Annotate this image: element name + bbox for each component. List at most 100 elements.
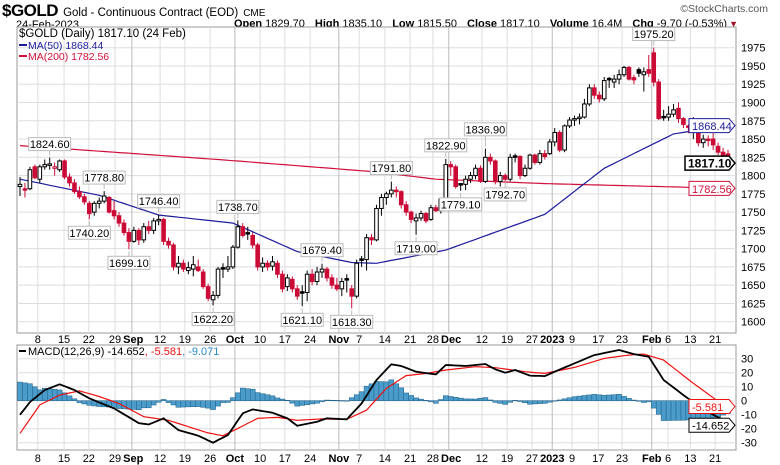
candle — [27, 166, 33, 191]
candle — [87, 201, 92, 220]
candle — [200, 269, 206, 289]
macd-callout: -5.581 — [692, 402, 723, 414]
macd-callout-box — [688, 417, 736, 433]
price-annotation-label: 1621.10 — [282, 315, 322, 327]
candle-body — [715, 145, 721, 153]
macd-histogram-bar — [131, 400, 137, 410]
macd-histogram-bar — [304, 400, 310, 405]
candle-body — [210, 294, 216, 301]
macd-histogram-bar — [175, 400, 182, 408]
candle — [478, 165, 483, 183]
candle-body — [641, 71, 647, 76]
candle — [656, 79, 661, 121]
macd-histogram-bar — [616, 394, 622, 401]
candle-body — [483, 156, 488, 182]
candle — [512, 153, 518, 163]
candle — [186, 261, 191, 275]
macd-histogram-bar — [160, 399, 167, 401]
y-tick-label: 1900 — [741, 98, 765, 110]
macd-histogram-bar — [299, 400, 305, 406]
candle — [552, 128, 558, 147]
macd-histogram-bar — [393, 383, 400, 401]
title-row: $GOLD Gold - Continuous Contract (EOD) C… — [2, 1, 265, 21]
candle — [616, 69, 622, 85]
macd-histogram-bar — [472, 398, 479, 401]
macd-histogram-bar — [675, 400, 682, 421]
candle-body — [161, 218, 166, 242]
price-callout-box — [688, 118, 736, 134]
macd-histogram-bar — [641, 400, 647, 403]
candle-body — [319, 268, 325, 273]
y-tick-label: 1675 — [741, 262, 765, 274]
candle — [339, 277, 345, 297]
candle — [532, 153, 538, 165]
x-tick-label: 26 — [204, 334, 216, 346]
macd-x-tick-label: Nov — [328, 453, 350, 465]
candle — [433, 204, 439, 213]
candle — [398, 190, 404, 209]
price-annotation-box — [300, 243, 344, 258]
candle — [190, 255, 196, 277]
candle-body — [364, 237, 369, 261]
x-tick-label: 23 — [616, 334, 628, 346]
candle — [166, 237, 171, 249]
candle — [82, 193, 87, 205]
macd-histogram-bar — [22, 382, 28, 401]
candle — [52, 162, 57, 176]
candle — [250, 232, 255, 249]
candle-body — [403, 204, 409, 213]
candle-body — [339, 281, 345, 290]
candle — [37, 164, 43, 183]
x-tick-label: 24 — [304, 334, 316, 346]
x-tick-label: Sep — [123, 334, 143, 346]
macd-y-tick-label: 20 — [741, 368, 753, 380]
price-annotation-box — [216, 199, 260, 214]
candle-body — [443, 164, 449, 200]
candle-body — [527, 154, 533, 169]
candle — [101, 191, 107, 204]
candle — [77, 186, 82, 199]
candle-body — [146, 226, 152, 231]
candle — [592, 84, 597, 99]
candle — [111, 201, 117, 220]
price-annotation-label: 1822.90 — [426, 140, 466, 152]
candle — [195, 259, 201, 273]
price-annotation-label: 1622.20 — [193, 314, 233, 326]
candle — [379, 193, 384, 216]
macd-histogram-bar — [566, 397, 573, 401]
macd-histogram-bar — [284, 399, 291, 401]
macd-histogram-bar — [655, 400, 662, 415]
x-tick-label: Feb — [642, 334, 662, 346]
candle — [715, 142, 721, 156]
macd-histogram-bar — [571, 396, 578, 401]
macd-legend: MACD(12,26,9) -14.652, -5.581, -9.071 — [28, 346, 219, 358]
candle-body — [646, 69, 652, 74]
candle-body — [235, 226, 241, 248]
candle-body — [324, 268, 330, 279]
candle-body — [156, 218, 161, 222]
macd-histogram-bar — [329, 399, 335, 401]
candle-body — [631, 77, 637, 81]
price-annotation-label: 1618.30 — [332, 317, 372, 329]
candle — [354, 259, 359, 299]
macd-histogram-bar — [551, 400, 558, 402]
macd-x-tick-label: 12 — [154, 453, 166, 465]
candle-body — [275, 262, 280, 275]
candle-body — [131, 229, 137, 242]
x-tick-label: 29 — [109, 334, 121, 346]
macd-histogram-bar — [344, 400, 350, 402]
macd-x-tick-label: 28 — [427, 453, 439, 465]
macd-histogram-bar — [502, 400, 508, 405]
candle — [542, 149, 548, 160]
copyright-link[interactable]: ©StockCharts.com — [680, 3, 768, 15]
y-tick-label: 1775 — [741, 189, 765, 201]
candle — [666, 106, 671, 121]
candle-body — [101, 195, 107, 202]
macd-histogram-bar — [561, 398, 568, 401]
x-tick-label: 15 — [58, 334, 70, 346]
candle — [294, 285, 300, 300]
x-tick-label: 14 — [379, 334, 391, 346]
candle — [309, 269, 315, 286]
candle — [631, 74, 637, 85]
macd-histogram-bar — [136, 400, 142, 411]
